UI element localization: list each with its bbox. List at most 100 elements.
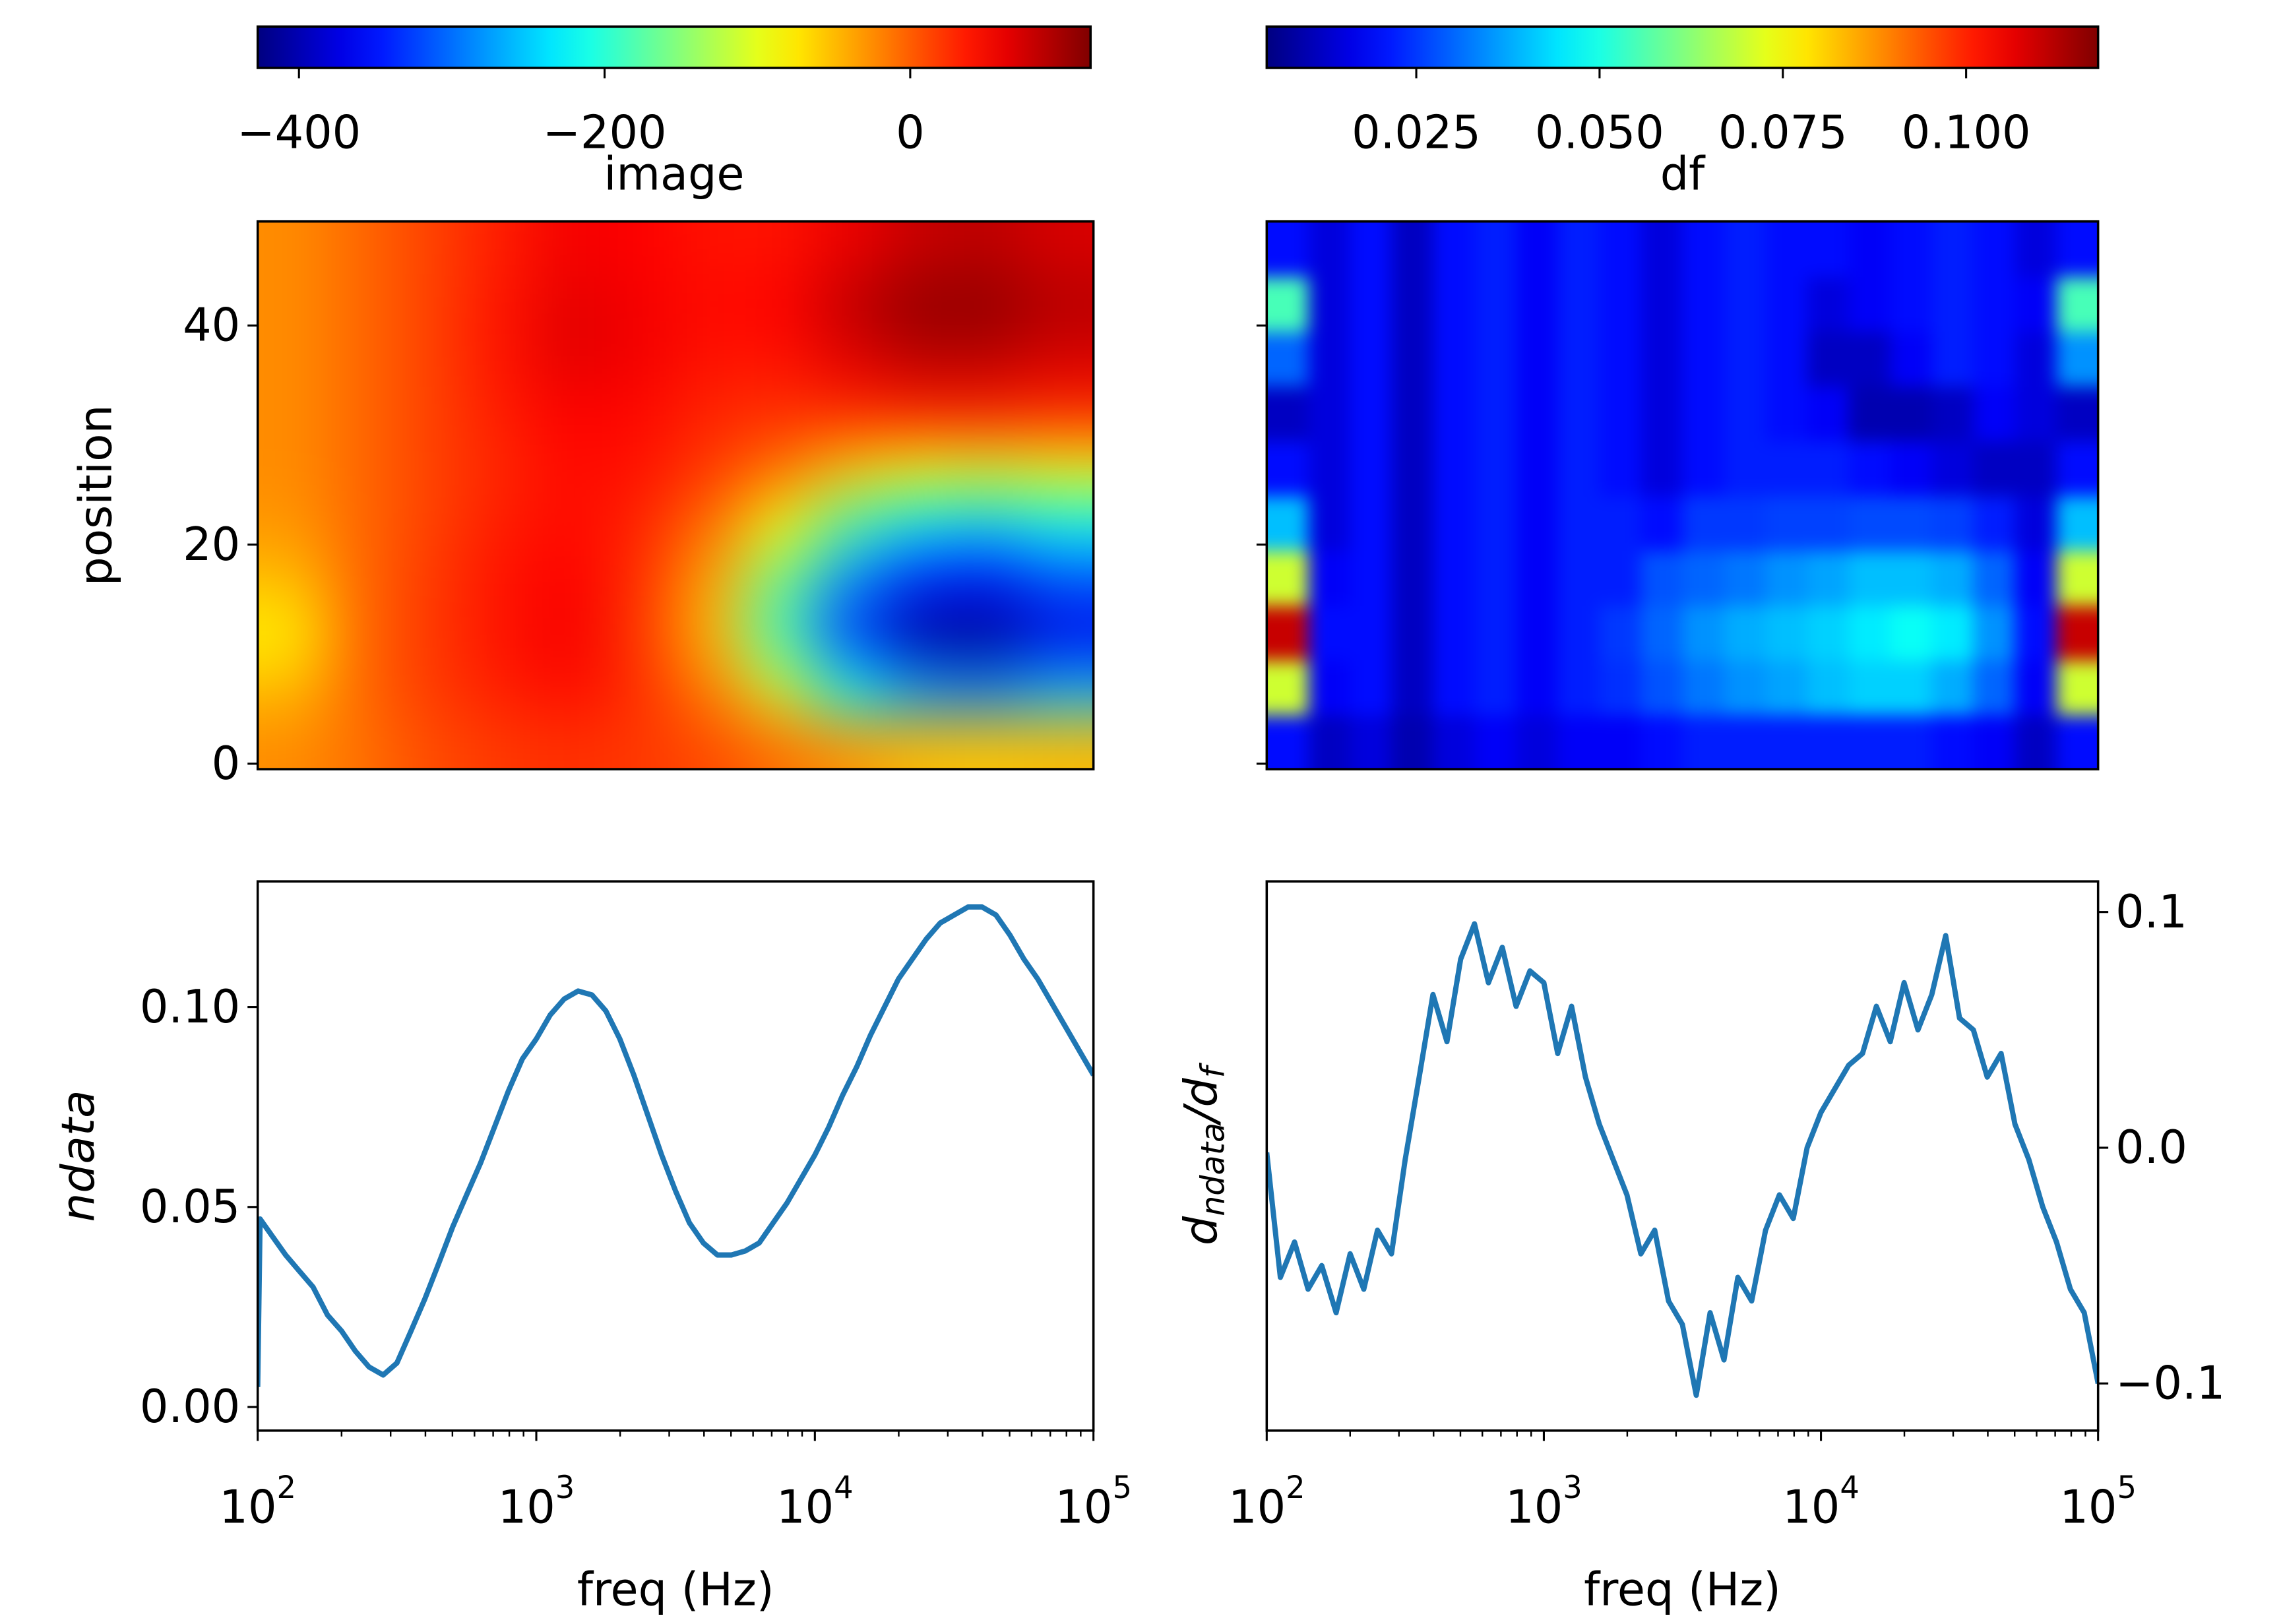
x-tick-base: 10 (2059, 1481, 2117, 1534)
heatmap-cell (1931, 714, 1974, 770)
heatmap-cell (1350, 385, 1392, 442)
heatmap-cell (1024, 440, 1094, 497)
heatmap-cell (536, 440, 607, 497)
heatmap-cell (1848, 549, 1891, 606)
heatmap-cell (2015, 276, 2057, 332)
heatmap-cell (1807, 440, 1850, 497)
y-axis-label: ndata (52, 1090, 104, 1222)
heatmap-cell (2056, 549, 2098, 606)
axes-frame (256, 220, 1095, 770)
colorbar-tick-label: −200 (543, 106, 667, 160)
heatmap-cell (606, 221, 677, 278)
heatmap-cell (1807, 495, 1850, 551)
heatmap-cell (1807, 604, 1850, 661)
heatmap-cell (536, 549, 607, 606)
x-tick-label: 103 (1505, 1470, 1582, 1534)
heatmap-cell (1024, 330, 1094, 387)
heatmap-cell (1682, 604, 1725, 661)
heatmap-cell (1308, 604, 1351, 661)
heatmap-cell (1724, 330, 1767, 387)
heatmap-cell (1848, 604, 1891, 661)
heatmap-cell (1807, 549, 1850, 606)
heatmap-cell (1433, 385, 1476, 442)
heatmap-cell (1931, 604, 1974, 661)
colorbar (1265, 25, 2100, 69)
y-label-part: d (1175, 1216, 1227, 1245)
heatmap-cell (1724, 660, 1767, 716)
x-tick-base: 10 (219, 1481, 276, 1534)
x-tick-exponent: 2 (276, 1470, 296, 1506)
heatmap-cell (1807, 714, 1850, 770)
heatmap-cell (1848, 714, 1891, 770)
heatmap-cell (1308, 221, 1351, 278)
heatmap-cell (1641, 221, 1683, 278)
heatmap-cell (1433, 604, 1476, 661)
x-tick-base: 10 (498, 1481, 555, 1534)
y-tick-label: 40 (183, 299, 240, 352)
colorbar-tick-label: 0.075 (1718, 106, 1848, 160)
heatmap-cell (1308, 714, 1351, 770)
heatmap-cell (606, 330, 677, 387)
heatmap-cell (257, 385, 328, 442)
axes-frame (1265, 880, 2100, 1432)
heatmap-cell (1724, 440, 1767, 497)
heatmap-cell (1931, 221, 1974, 278)
heatmap-cell (1641, 660, 1683, 716)
heatmap-cell (606, 495, 677, 551)
heatmap-cell (1516, 714, 1559, 770)
heatmap-cell (745, 714, 816, 770)
heatmap-cell (745, 276, 816, 332)
heatmap-cell (1391, 714, 1434, 770)
heatmap-cell (954, 221, 1025, 278)
heatmap-cell (1931, 440, 1974, 497)
heatmap-cell (1724, 221, 1767, 278)
heatmap-cell (1848, 660, 1891, 716)
heatmap-cell (1973, 330, 2016, 387)
heatmap-cell (1474, 385, 1517, 442)
heatmap-cell (2015, 495, 2057, 551)
heatmap (257, 221, 1094, 770)
heatmap-cell (1807, 330, 1850, 387)
heatmap-cell (1973, 440, 2016, 497)
heatmap-cell (2056, 714, 2098, 770)
heatmap-cell (466, 385, 538, 442)
heatmap-cell (2056, 495, 2098, 551)
heatmap-cell (1391, 276, 1434, 332)
y-tick-label: 0.00 (140, 1381, 240, 1434)
heatmap-cell (1641, 276, 1683, 332)
heatmap-cell (1516, 276, 1559, 332)
heatmap-cell (675, 221, 747, 278)
heatmap-cell (1807, 660, 1850, 716)
heatmap-cell (1433, 549, 1476, 606)
heatmap-cell (1557, 549, 1600, 606)
heatmap-cell (2015, 385, 2057, 442)
heatmap-cell (884, 440, 955, 497)
y-tick-label: 0.1 (2115, 885, 2187, 939)
heatmap-cell (954, 276, 1025, 332)
data-line (1267, 921, 2098, 1398)
x-tick-exponent: 3 (1563, 1470, 1582, 1506)
heatmap-cell (466, 276, 538, 332)
heatmap-cell (1391, 660, 1434, 716)
heatmap-cell (1765, 330, 1808, 387)
heatmap-cell (1599, 549, 1642, 606)
heatmap-cell (1557, 440, 1600, 497)
heatmap-cell (954, 549, 1025, 606)
heatmap-cell (606, 660, 677, 716)
heatmap-cell (1848, 385, 1891, 442)
heatmap-cell (1724, 549, 1767, 606)
heatmap-cell (1890, 549, 1933, 606)
heatmap-cell (257, 604, 328, 661)
heatmap-cell (1641, 495, 1683, 551)
heatmap-cell (1350, 495, 1392, 551)
heatmap-cell (1765, 385, 1808, 442)
y-label-part: /d (1175, 1077, 1227, 1127)
heatmap-cell (1557, 330, 1600, 387)
axes-frame (256, 880, 1095, 1432)
heatmap-cell (954, 714, 1025, 770)
heatmap-cell (1516, 330, 1559, 387)
heatmap-cell (1557, 385, 1600, 442)
heatmap-cell (675, 440, 747, 497)
heatmap-cell (954, 440, 1025, 497)
